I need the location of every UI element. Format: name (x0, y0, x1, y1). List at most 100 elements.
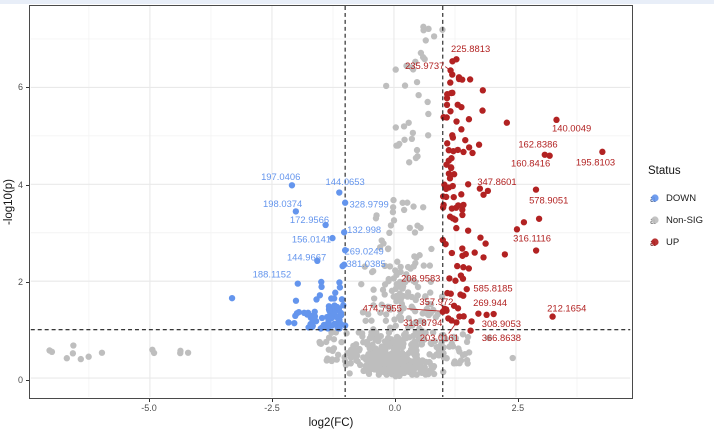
labeled-point (341, 247, 349, 254)
labeled-point (340, 261, 348, 268)
labeled-point (294, 280, 301, 287)
x-tick-label: -2.5 (264, 403, 280, 413)
leader-lines (407, 66, 456, 334)
point-label: 269.944 (473, 297, 507, 308)
points-grey-wing-left (316, 329, 380, 367)
point-label: 328.9799 (349, 199, 388, 210)
labeled-point (464, 181, 472, 188)
x-tick-mark (394, 399, 396, 402)
legend-key: a (646, 190, 662, 206)
labeled-point (599, 148, 606, 156)
x-tick-label: 2.5 (511, 403, 525, 413)
y-tick-label: 0 (17, 374, 23, 385)
y-tick-label: 6 (17, 82, 23, 93)
labeled-point (288, 182, 296, 189)
points-red-high (439, 58, 511, 234)
point-label: 195.8103 (576, 156, 615, 167)
x-tick-label: 0.0 (388, 403, 402, 413)
point-label: 208.9583 (401, 272, 440, 283)
points-grey-center-spike (382, 336, 404, 380)
plot-panel: 197.0406 144.0653 198.0374 328.9799 172.9566… (29, 5, 633, 399)
legend-items: a DOWN a Non-SIG a UP (646, 187, 712, 253)
point-label: 357.972 (419, 296, 453, 307)
point-label: 381.0385 (347, 258, 386, 269)
legend-label: DOWN (666, 192, 697, 204)
point-label: 225.8813 (451, 43, 490, 54)
scatter-canvas: 197.0406 144.0653 198.0374 328.9799 172.9566… (30, 6, 631, 397)
point-label: 203.0161 (420, 332, 459, 343)
point-label: 316.1116 (513, 233, 551, 244)
point-label: 188.1152 (253, 268, 292, 279)
labeled-point (452, 277, 459, 284)
points-blue-main (285, 262, 349, 332)
point-label: 198.0374 (263, 198, 302, 209)
y-tick-mark (26, 87, 29, 89)
labeled-point (541, 151, 548, 158)
point-label: 212.1654 (547, 302, 586, 313)
legend-key: a (646, 234, 662, 250)
legend-key-icon: a (650, 238, 659, 249)
point-label: 474.7955 (363, 302, 402, 313)
labeled-point (341, 199, 349, 206)
point-label: 140.0049 (552, 123, 591, 134)
labeled-point (453, 56, 460, 63)
x-tick-mark (517, 399, 519, 402)
points-red-mid (439, 234, 509, 322)
points-blue-lone (228, 294, 236, 302)
y-tick-mark (26, 379, 29, 381)
labeled-point (314, 257, 321, 265)
labeled-point (460, 292, 467, 299)
point-label: 144.9667 (287, 251, 326, 262)
labeled-point (322, 221, 329, 229)
point-label: 144.0653 (326, 176, 365, 187)
legend: Status a DOWN a Non-SIG a UP (646, 165, 712, 253)
points-grey-wing-right (409, 329, 473, 367)
point-label: 585.8185 (473, 282, 512, 293)
point-labels: 197.0406 144.0653 198.0374 328.9799 172.9566… (253, 43, 616, 343)
legend-item-down: a DOWN (646, 187, 712, 209)
labeled-point (448, 317, 455, 324)
x-tick-label: -5.0 (141, 403, 157, 413)
point-label: 156.0141 (292, 234, 331, 245)
legend-label: Non-SIG (666, 214, 703, 226)
x-axis-title: log2(FC) (308, 417, 354, 429)
point-label: 162.8386 (518, 139, 557, 150)
points-grey-mid-column (358, 196, 446, 333)
x-tick-mark (271, 399, 273, 402)
points-grey-far-left (46, 342, 192, 363)
point-label: 308.9053 (482, 318, 521, 329)
labeled-point (475, 310, 482, 317)
labeled-point (329, 234, 336, 242)
points-grey-right-sparse (452, 334, 516, 364)
labeled-point (292, 208, 300, 215)
y-tick-mark (26, 184, 29, 186)
points-grey-high-column (382, 23, 446, 166)
labeled-point (439, 308, 446, 315)
legend-item-non-sig: a Non-SIG (646, 209, 712, 231)
labeled-point (468, 318, 475, 325)
labeled-point (546, 152, 553, 159)
point-label: 366.8638 (482, 332, 521, 343)
labeled-point (453, 319, 460, 326)
x-tick-mark (149, 399, 150, 402)
legend-key: a (646, 212, 662, 228)
y-tick-label: 2 (17, 277, 23, 288)
legend-title: Status (648, 165, 681, 177)
labeled-point (532, 186, 540, 193)
point-label: 578.9051 (529, 194, 568, 205)
legend-label: UP (666, 236, 680, 248)
y-axis-title: -log10(p) (3, 178, 15, 226)
point-label: 269.0249 (345, 246, 384, 257)
top-strip (0, 0, 714, 4)
legend-key-icon: a (650, 194, 659, 205)
point-label: 132.998 (347, 224, 381, 235)
point-label: 172.9566 (290, 214, 329, 225)
y-tick-mark (26, 282, 29, 284)
point-label: 235.9737 (405, 60, 444, 71)
labeled-point (447, 67, 454, 74)
labeled-point (513, 226, 521, 233)
point-label: 160.8416 (511, 157, 550, 168)
labeled-point (553, 116, 560, 124)
point-label: 313.8794 (403, 317, 442, 328)
